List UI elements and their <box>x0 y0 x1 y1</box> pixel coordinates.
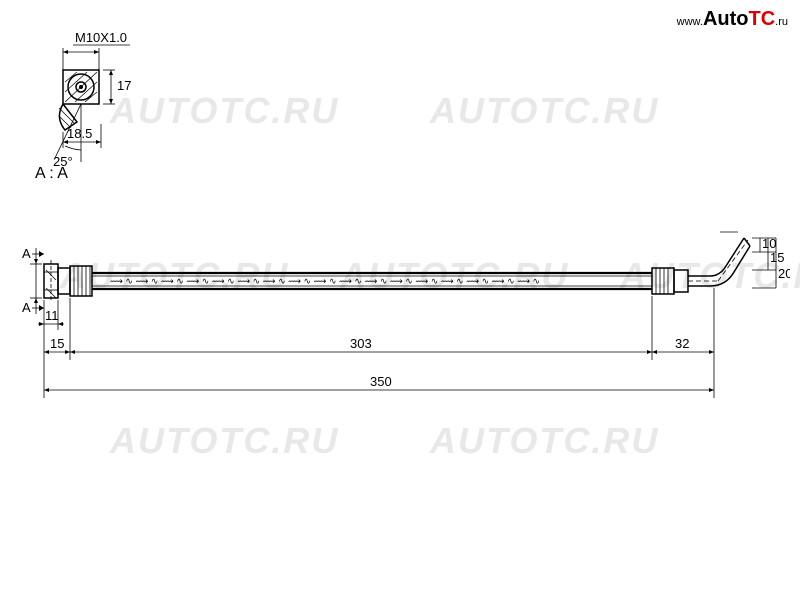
dim-15-left: 15 <box>50 336 64 351</box>
hose-marking: ⟿ ∿ ⟿ ∿ ⟿ ∿ ⟿ ∿ ⟿ ∿ ⟿ ∿ ⟿ ∿ ⟿ ∿ ⟿ ∿ ⟿ ∿ … <box>110 276 540 286</box>
dim-32: 32 <box>675 336 689 351</box>
logo-tld: .ru <box>775 16 788 28</box>
section-marker-top: A <box>22 246 31 261</box>
bottom-dims: 11 15 303 32 350 <box>38 288 714 398</box>
detail-section-view: M10X1.0 17 18. <box>35 30 195 175</box>
logo-brand-main: Auto <box>703 8 749 30</box>
logo-brand-accent: TC <box>748 8 775 30</box>
section-label: A : A <box>35 165 68 183</box>
main-drawing: A A <box>20 230 790 455</box>
dim-18-5: 18.5 <box>67 126 92 141</box>
dim-350: 350 <box>370 374 392 389</box>
detail-drawing: M10X1.0 17 18. <box>35 30 195 170</box>
logo-www: www. <box>677 16 703 28</box>
dim-15: 15 <box>770 250 784 265</box>
left-fitting: A A <box>20 246 92 315</box>
hose-body: ⟿ ∿ ⟿ ∿ ⟿ ∿ ⟿ ∿ ⟿ ∿ ⟿ ∿ ⟿ ∿ ⟿ ∿ ⟿ ∿ ⟿ ∿ … <box>92 273 652 289</box>
site-logo: www.AutoTC.ru <box>677 8 788 31</box>
dim-20: 20 <box>778 266 790 281</box>
dim-13: 13 <box>722 230 736 233</box>
dim-303: 303 <box>350 336 372 351</box>
dim-17: 17 <box>117 78 131 93</box>
dim-11: 11 <box>45 308 59 323</box>
hose-drawing: A A <box>20 230 790 450</box>
watermark: AUTOTC.RU <box>430 90 659 132</box>
dim-10: 10 <box>762 236 776 251</box>
right-fitting <box>652 238 750 294</box>
section-marker-bottom: A <box>22 300 31 315</box>
thread-spec-label: M10X1.0 <box>75 30 127 45</box>
